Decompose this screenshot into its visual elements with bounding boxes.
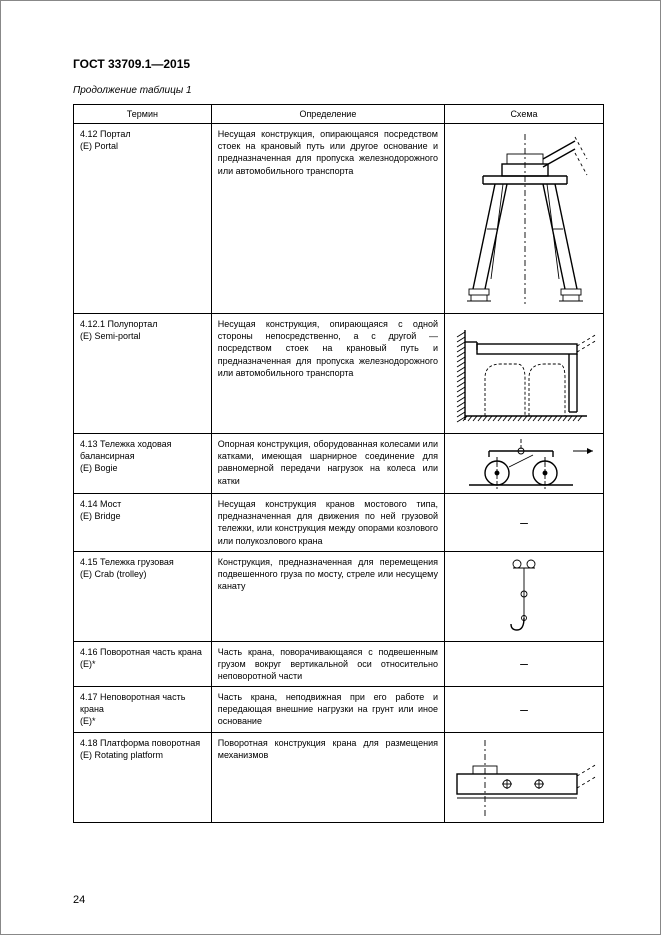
term-cell: 4.12.1 Полупортал (E) Semi-portal bbox=[74, 314, 212, 434]
scheme-cell bbox=[444, 434, 603, 494]
scheme-cell bbox=[444, 124, 603, 314]
scheme-cell bbox=[444, 732, 603, 822]
col-scheme: Схема bbox=[444, 105, 603, 124]
definition-cell: Несущая конструкция, опирающаяся с одной… bbox=[211, 314, 444, 434]
table-row: 4.17 Неповоротная часть крана (E)*Часть … bbox=[74, 687, 604, 732]
definition-cell: Опорная конструкция, оборудованная колес… bbox=[211, 434, 444, 494]
term-cell: 4.15 Тележка грузовая (E) Crab (trolley) bbox=[74, 551, 212, 641]
table-row: 4.14 Мост (E) BridgeНесущая конструкция … bbox=[74, 494, 604, 552]
term-cell: 4.12 Портал (E) Portal bbox=[74, 124, 212, 314]
col-definition: Определение bbox=[211, 105, 444, 124]
term-cell: 4.14 Мост (E) Bridge bbox=[74, 494, 212, 552]
document-page: ГОСТ 33709.1—2015 Продолжение таблицы 1 … bbox=[0, 0, 661, 935]
terms-table: Термин Определение Схема 4.12 Портал (E)… bbox=[73, 104, 604, 823]
scheme-cell bbox=[444, 551, 603, 641]
definition-cell: Несущая конструкция кранов мостового тип… bbox=[211, 494, 444, 552]
table-row: 4.12.1 Полупортал (E) Semi-portalНесущая… bbox=[74, 314, 604, 434]
scheme-cell: – bbox=[444, 494, 603, 552]
scheme-cell: – bbox=[444, 687, 603, 732]
table-row: 4.18 Платформа поворотная (E) Rotating p… bbox=[74, 732, 604, 822]
page-number: 24 bbox=[73, 894, 85, 906]
no-scheme-dash: – bbox=[520, 655, 528, 671]
scheme-cell bbox=[444, 314, 603, 434]
definition-cell: Поворотная конструкция крана для размеще… bbox=[211, 732, 444, 822]
no-scheme-dash: – bbox=[520, 514, 528, 530]
table-header-row: Термин Определение Схема bbox=[74, 105, 604, 124]
definition-cell: Часть крана, поворачивающаяся с подвешен… bbox=[211, 641, 444, 686]
table-caption: Продолжение таблицы 1 bbox=[73, 85, 604, 96]
definition-cell: Часть крана, неподвижная при его работе … bbox=[211, 687, 444, 732]
bogie-diagram bbox=[449, 437, 599, 491]
document-id: ГОСТ 33709.1—2015 bbox=[73, 57, 604, 71]
term-cell: 4.18 Платформа поворотная (E) Rotating p… bbox=[74, 732, 212, 822]
platform-diagram bbox=[447, 736, 602, 818]
col-term: Термин bbox=[74, 105, 212, 124]
table-row: 4.12 Портал (E) PortalНесущая конструкци… bbox=[74, 124, 604, 314]
scheme-cell: – bbox=[444, 641, 603, 686]
no-scheme-dash: – bbox=[520, 701, 528, 717]
table-row: 4.15 Тележка грузовая (E) Crab (trolley)… bbox=[74, 551, 604, 641]
term-cell: 4.16 Поворотная часть крана (E)* bbox=[74, 641, 212, 686]
term-cell: 4.13 Тележка ходовая балансирная (E) Bog… bbox=[74, 434, 212, 494]
definition-cell: Несущая конструкция, опирающаяся посредс… bbox=[211, 124, 444, 314]
table-row: 4.16 Поворотная часть крана (E)*Часть кр… bbox=[74, 641, 604, 686]
portal-diagram bbox=[447, 129, 602, 309]
trolley-diagram bbox=[449, 554, 599, 638]
definition-cell: Конструкция, предназначенная для перемещ… bbox=[211, 551, 444, 641]
semiportal-diagram bbox=[447, 320, 602, 428]
table-row: 4.13 Тележка ходовая балансирная (E) Bog… bbox=[74, 434, 604, 494]
term-cell: 4.17 Неповоротная часть крана (E)* bbox=[74, 687, 212, 732]
